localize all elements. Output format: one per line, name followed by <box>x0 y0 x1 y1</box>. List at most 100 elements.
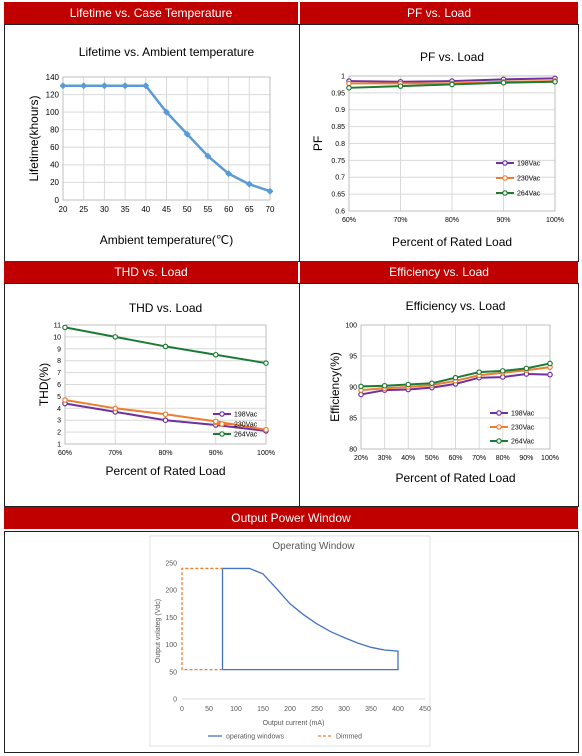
lifetime-point <box>266 187 274 195</box>
eff-point-264Vac <box>358 383 364 390</box>
eff-xtick-label: 90% <box>519 455 533 462</box>
pf-ytick-label: 0.85 <box>331 124 345 131</box>
thd-legend-label: 198Vac <box>234 412 258 419</box>
header-thd: THD vs. Load <box>4 261 298 283</box>
thd-point-230Vac <box>212 418 219 425</box>
window-xtick-label: 50 <box>205 706 213 713</box>
pf-ytick-label: 0.9 <box>335 107 345 114</box>
pf-ytick-label: 0.7 <box>335 175 345 182</box>
thd-xtick-label: 100% <box>257 450 275 457</box>
header-pf: PF vs. Load <box>300 2 578 24</box>
header-output: Output Power Window <box>4 507 578 529</box>
pf-legend-marker <box>502 190 508 196</box>
window-ylabel: Output volateg (Vdc) <box>155 599 162 663</box>
thd-ytick-label: 3 <box>57 418 61 425</box>
thd-point-264Vac <box>263 360 269 366</box>
thd-point-198Vac <box>162 417 169 424</box>
window-xtick-label: 100 <box>230 706 242 713</box>
window-xtick-label: 300 <box>338 706 350 713</box>
eff-ylabel: Efficiency(%) <box>328 352 342 422</box>
pf-legend-marker <box>502 160 508 166</box>
eff-point-264Vac <box>523 365 530 372</box>
thd-point-230Vac <box>62 397 68 403</box>
thd-ytick-label: 11 <box>54 322 61 329</box>
thd-legend-label: 230Vac <box>234 422 258 429</box>
pf-point-264Vac <box>552 78 558 85</box>
thd-point-264Vac <box>62 324 68 331</box>
lifetime-xlabel: Ambient temperature(℃) <box>100 233 234 247</box>
window-ytick-label: 250 <box>165 561 177 568</box>
thd-ytick-label: 10 <box>53 334 61 341</box>
window-xtick-label: 150 <box>257 706 269 713</box>
thd-ytick-label: 4 <box>57 406 61 413</box>
eff-ytick-label: 85 <box>349 415 357 422</box>
lifetime-ytick-label: 40 <box>50 161 59 170</box>
thd-xtick-label: 60% <box>58 450 72 457</box>
lifetime-ytick-label: 80 <box>50 126 59 135</box>
lifetime-point <box>183 130 191 138</box>
eff-ytick-label: 80 <box>349 446 357 453</box>
window-ytick-label: 150 <box>165 615 177 622</box>
pf-ytick-label: 0.75 <box>331 158 345 165</box>
lifetime-ytick-label: 140 <box>46 73 60 82</box>
pf-legend-marker <box>502 175 508 181</box>
lifetime-xtick-label: 55 <box>203 205 212 214</box>
window-ytick-label: 100 <box>165 642 177 649</box>
lifetime-xtick-label: 35 <box>121 205 130 214</box>
window-xtick-label: 250 <box>311 706 323 713</box>
pf-xtick-label: 60% <box>342 217 356 224</box>
lifetime-ytick-label: 120 <box>46 90 60 99</box>
thd-xtick-label: 70% <box>108 450 122 457</box>
pf-xtick-label: 80% <box>445 217 459 224</box>
lifetime-point <box>163 108 170 116</box>
thd-point-230Vac <box>162 411 169 418</box>
pf-xtick-label: 90% <box>496 217 510 224</box>
lifetime-ytick-label: 0 <box>55 196 60 205</box>
eff-point-264Vac <box>547 360 553 367</box>
panel-eff <box>299 283 579 507</box>
lifetime-point <box>121 82 129 90</box>
pf-ytick-label: 0.65 <box>331 192 345 199</box>
thd-xtick-label: 80% <box>158 450 172 457</box>
eff-point-264Vac <box>452 374 459 381</box>
lifetime-point <box>142 82 150 90</box>
header-eff: Efficiency vs. Load <box>300 261 578 283</box>
thd-point-230Vac <box>263 426 269 433</box>
eff-title: Efficiency vs. Load <box>406 299 506 313</box>
window-series-operating <box>221 567 399 671</box>
thd-point-264Vac <box>212 351 219 358</box>
lifetime-xtick-label: 20 <box>59 205 68 214</box>
lifetime-xtick-label: 65 <box>245 205 254 214</box>
thd-point-264Vac <box>162 343 169 350</box>
thd-legend-marker <box>219 431 225 437</box>
thd-ytick-label: 2 <box>57 430 61 437</box>
thd-ytick-label: 7 <box>57 370 61 377</box>
eff-xtick-label: 40% <box>401 455 415 462</box>
eff-xtick-label: 20% <box>354 455 368 462</box>
lifetime-point <box>59 82 67 90</box>
lifetime-xtick-label: 25 <box>79 205 88 214</box>
lifetime-ytick-label: 100 <box>46 108 60 117</box>
pf-xtick-label: 70% <box>393 217 407 224</box>
lifetime-ylabel: Lifetime(khours) <box>27 95 41 181</box>
pf-legend-label: 264Vac <box>517 191 541 198</box>
eff-xtick-label: 50% <box>425 455 439 462</box>
pf-ytick-label: 0.6 <box>335 208 345 215</box>
window-xtick-label: 350 <box>365 706 377 713</box>
thd-ytick-label: 1 <box>57 441 61 448</box>
eff-point-264Vac <box>405 381 412 388</box>
window-ytick-label: 200 <box>165 588 177 595</box>
pf-plot-frame <box>348 75 556 212</box>
pf-ytick-label: 1 <box>341 73 345 80</box>
pf-point-264Vac <box>346 85 352 91</box>
thd-ytick-label: 8 <box>57 358 61 365</box>
eff-legend-label: 264Vac <box>511 439 535 446</box>
window-chart-area <box>149 535 431 747</box>
eff-ytick-label: 90 <box>349 384 357 391</box>
lifetime-xtick-label: 30 <box>100 205 109 214</box>
eff-ytick-label: 95 <box>349 353 357 360</box>
thd-ytick-label: 5 <box>57 394 61 401</box>
window-legend-label: Dimmed <box>336 734 362 741</box>
eff-xtick-label: 60% <box>448 455 462 462</box>
